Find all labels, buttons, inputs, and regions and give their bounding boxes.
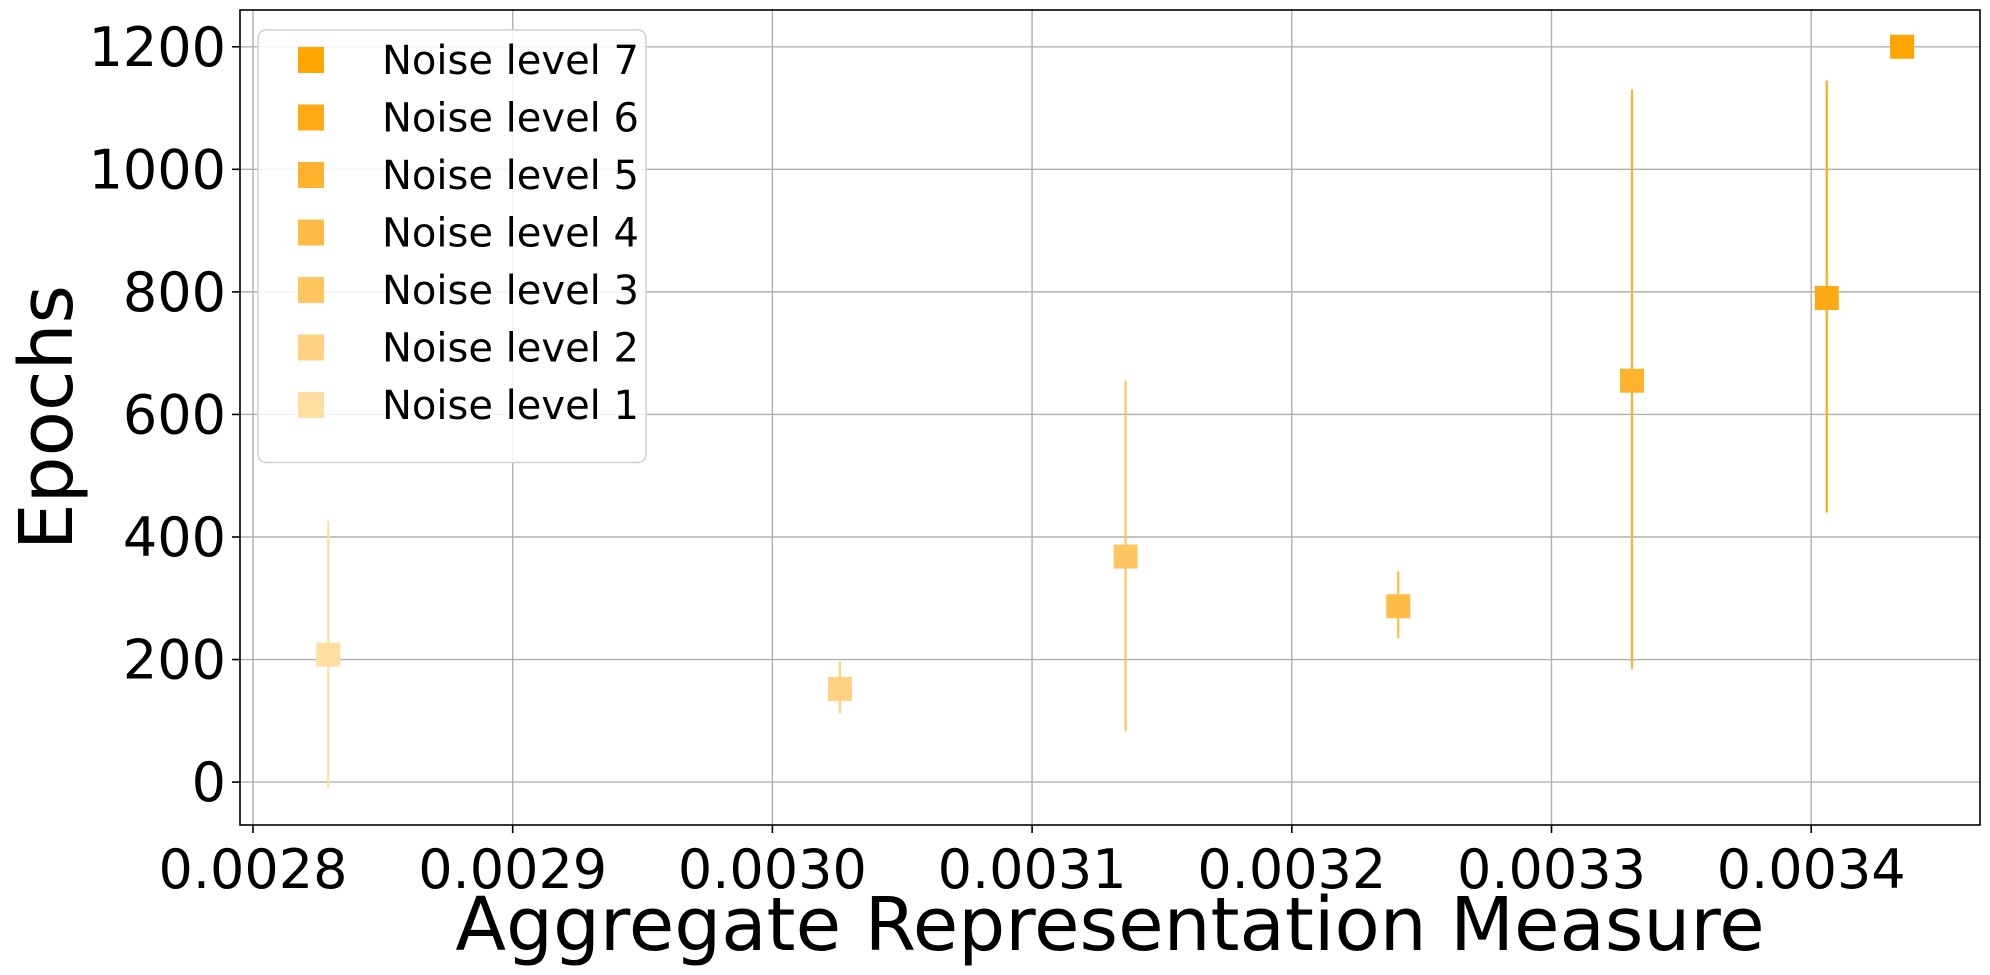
legend-label: Noise level 5 <box>382 153 639 199</box>
x-tick-label: 0.0034 <box>1717 838 1906 901</box>
y-tick-label: 1200 <box>89 16 226 79</box>
x-tick-label: 0.0030 <box>678 838 867 901</box>
y-tick-label: 0 <box>192 751 226 814</box>
plot-frame <box>239 9 1981 826</box>
data-point-marker <box>1890 34 1915 59</box>
data-point-marker <box>1620 368 1644 393</box>
legend-marker <box>298 277 324 303</box>
y-tick-label: 200 <box>123 629 226 692</box>
legend-label: Noise level 7 <box>382 38 639 84</box>
y-tick-label: 400 <box>123 506 226 569</box>
legend-marker <box>298 47 324 73</box>
data-marks <box>316 34 1915 789</box>
x-tick-label: 0.0032 <box>1197 838 1386 901</box>
legend-marker <box>298 334 324 361</box>
legend-marker <box>298 162 324 188</box>
y-axis-title: Epochs <box>4 285 90 550</box>
legend-label: Noise level 4 <box>382 211 639 257</box>
y-tick-label: 1000 <box>89 138 226 201</box>
x-tick-label: 0.0033 <box>1457 838 1646 901</box>
legend-label: Noise level 3 <box>382 268 639 314</box>
y-tick-label: 600 <box>123 383 226 446</box>
legend-box <box>257 29 647 464</box>
y-tick-label: 800 <box>123 261 226 324</box>
x-tick-label: 0.0029 <box>418 838 607 901</box>
data-point-marker <box>827 676 852 701</box>
gridlines <box>240 10 1980 825</box>
legend-marker <box>298 392 324 418</box>
tick-labels: 0.0028 0.0029 0.0030 0.0031 0.0032 0.0033 0.00… <box>89 16 1906 901</box>
legend-label: Noise level 2 <box>382 326 639 372</box>
legend-marker <box>298 104 324 131</box>
data-point-marker <box>1113 544 1138 569</box>
legend-marker <box>298 219 324 246</box>
legend-label: Noise level 6 <box>382 96 639 142</box>
x-axis-title: Aggregate Representation Measure <box>455 882 1764 968</box>
legend-label: Noise level 1 <box>382 383 639 429</box>
data-point-marker <box>1386 594 1411 619</box>
data-point-marker <box>316 642 341 667</box>
data-point-marker <box>1814 286 1839 311</box>
x-tick-label: 0.0028 <box>159 838 348 901</box>
x-tick-label: 0.0031 <box>938 838 1127 901</box>
legend: Noise level 7 Noise level 6 Noise level 5 N… <box>257 29 647 464</box>
